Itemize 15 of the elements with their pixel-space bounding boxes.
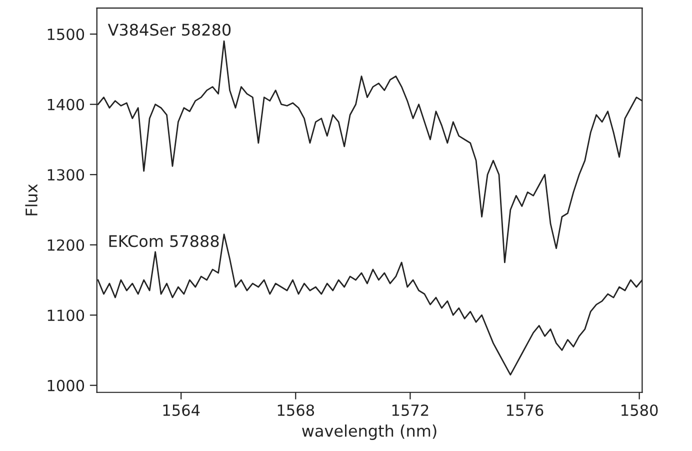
y-axis-title: Flux [25, 184, 38, 216]
x-tick-label: 1564 [163, 404, 200, 416]
annotation: V384Ser 58280 [108, 24, 231, 36]
x-tick-label: 1572 [392, 404, 428, 416]
y-tick-label: 1400 [48, 98, 84, 110]
x-tick-label: 1568 [278, 404, 314, 416]
y-tick-label: 1500 [48, 28, 84, 40]
y-tick-label: 1000 [48, 380, 84, 392]
y-tick-label: 1200 [48, 239, 84, 251]
x-tick-label: 1580 [622, 404, 658, 416]
x-axis-title: wavelength (nm) [302, 424, 436, 440]
y-tick-label: 1100 [48, 310, 84, 322]
y-tick-label: 1300 [48, 169, 84, 181]
x-tick-label: 1576 [506, 404, 544, 416]
annotation: EKCom 57888 [109, 235, 219, 248]
